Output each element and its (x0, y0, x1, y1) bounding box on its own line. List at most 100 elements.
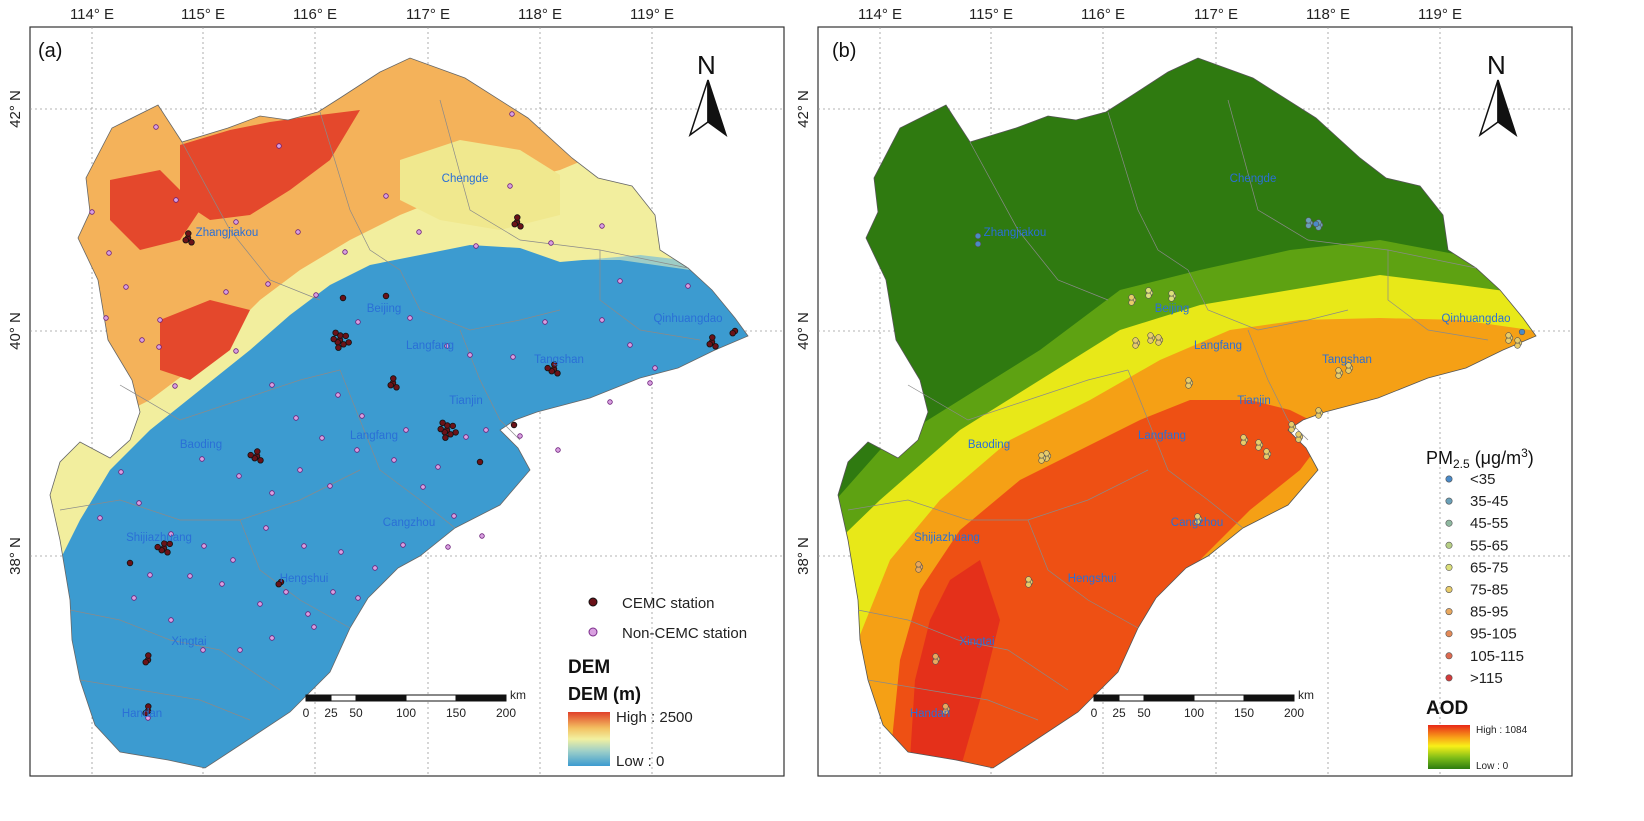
panel-a-dem-map: 114° E 115° E 116° E 117° E 118° E 119° E 42°… (7, 6, 785, 777)
cemc-station-marker (332, 329, 339, 336)
cemc-station-marker (145, 652, 152, 659)
non-cemc-station-marker (327, 483, 333, 489)
non-cemc-station-marker (416, 229, 422, 235)
city-label: Baoding (968, 439, 1010, 451)
scale-bar-label: 150 (446, 706, 466, 720)
scale-bar-label: 100 (1184, 706, 1204, 720)
scale-bar-unit: km (1298, 688, 1314, 702)
scale-bar-label: 200 (1284, 706, 1304, 720)
pm25-station-marker (1335, 372, 1342, 379)
city-label: Cangzhou (383, 517, 435, 529)
non-cemc-station-marker (118, 469, 124, 475)
scale-bar-label: 150 (1234, 706, 1254, 720)
scale-bar-label: 50 (1137, 706, 1151, 720)
cemc-station-marker (247, 451, 254, 459)
lon-tick-label: 115° E (969, 6, 1013, 23)
panel-b-label: (b) (832, 40, 856, 62)
pm25-station-marker (932, 653, 939, 660)
pm25-station-marker (1128, 294, 1135, 301)
pm25-station-marker (1145, 287, 1152, 294)
city-border-line (1187, 269, 1349, 331)
pm25-station-marker (1315, 407, 1322, 414)
scale-bar-label: 50 (349, 706, 363, 720)
dem-northeast-hills (400, 140, 560, 230)
non-cemc-station-marker (652, 365, 658, 371)
panel-a-legend: CEMC station Non-CEMC station DEM DEM (m… (568, 595, 747, 770)
city-border-line (1227, 99, 1477, 269)
panel-a-label: (a) (38, 40, 62, 62)
aod-red-core (890, 400, 1330, 768)
north-arrow-right-icon (1497, 79, 1518, 137)
city-border-line (1127, 369, 1244, 529)
non-cemc-station-marker (230, 557, 236, 563)
panel-b-city-borders (847, 99, 1489, 721)
scale-bar-segment (1193, 694, 1245, 702)
city-border-line (59, 469, 361, 521)
pm25-station-marker (1335, 367, 1342, 374)
cemc-station-marker (330, 335, 337, 343)
scale-bar-unit: km (510, 688, 526, 702)
non-cemc-station-marker (444, 343, 450, 349)
pm25-station-marker (1132, 342, 1139, 349)
pm25-station-marker (1312, 220, 1320, 228)
city-label: Handan (122, 708, 162, 720)
non-cemc-station-marker (147, 572, 153, 578)
pm25-class-swatch (1445, 652, 1453, 660)
city-label: Zhangjiakou (984, 227, 1047, 239)
pm25-station-marker (932, 658, 939, 665)
city-label: Langfang (1138, 430, 1186, 442)
pm25-station-marker (915, 561, 922, 568)
cemc-station-legend-label: CEMC station (622, 595, 715, 612)
lon-tick-label: 114° E (70, 6, 114, 23)
cemc-station-marker (345, 339, 352, 346)
panel-a-city-labels: Chengde Zhangjiakou Beijing Qinhuangdao Lang… (122, 173, 723, 720)
pm25-class-swatch (1445, 475, 1453, 483)
city-label: Tangshan (534, 354, 584, 366)
non-cemc-station-marker (199, 456, 205, 462)
cemc-station-marker (382, 292, 390, 300)
cemc-station-marker (390, 375, 397, 382)
pm25-station-marker (1038, 452, 1045, 459)
cemc-station-marker (517, 223, 524, 230)
city-label: Beijing (367, 303, 402, 315)
pm25-class-label: >115 (1470, 670, 1503, 687)
non-cemc-station-marker (168, 531, 174, 537)
non-cemc-station-marker (201, 543, 207, 549)
pm25-station-marker (1155, 334, 1162, 341)
city-label: Xingtai (959, 636, 994, 648)
panel-b-stations (915, 217, 1526, 715)
non-cemc-station-marker (359, 413, 365, 419)
non-cemc-station-marker (223, 289, 229, 295)
scale-bar-segment (330, 694, 357, 702)
non-cemc-station-marker (257, 601, 263, 607)
pm25-station-marker (1295, 431, 1302, 438)
pm25-station-marker (1514, 342, 1521, 349)
north-arrow-right-icon (707, 79, 728, 137)
non-cemc-station-marker (335, 392, 341, 398)
city-border-line (181, 141, 321, 301)
non-cemc-station-marker (200, 647, 206, 653)
non-cemc-station-marker (451, 513, 457, 519)
non-cemc-station-marker (507, 183, 513, 189)
cemc-station-marker (387, 382, 394, 389)
city-label: Langfang (1194, 340, 1242, 352)
cemc-station-marker (437, 425, 444, 433)
city-border-line (907, 369, 1129, 421)
pm25-station-marker (1263, 453, 1270, 460)
non-cemc-station-marker (97, 515, 103, 521)
lon-tick-label: 119° E (630, 6, 674, 23)
lat-tick-label: 42° N (795, 90, 812, 128)
cemc-station-marker (449, 422, 456, 430)
cemc-station-marker (342, 332, 349, 340)
non-cemc-station-marker (173, 197, 179, 203)
pm25-station-marker (1345, 367, 1352, 374)
pm25-class-swatch (1445, 585, 1453, 593)
lon-tick-label: 115° E (181, 6, 225, 23)
non-cemc-station-marker (237, 647, 243, 653)
non-cemc-station-marker (330, 589, 336, 595)
city-border-line (969, 141, 1109, 301)
non-cemc-station-marker (156, 344, 162, 350)
dem-low-label: Low : 0 (616, 753, 664, 770)
cemc-station-marker (182, 236, 189, 244)
pm25-station-marker (1505, 337, 1512, 344)
